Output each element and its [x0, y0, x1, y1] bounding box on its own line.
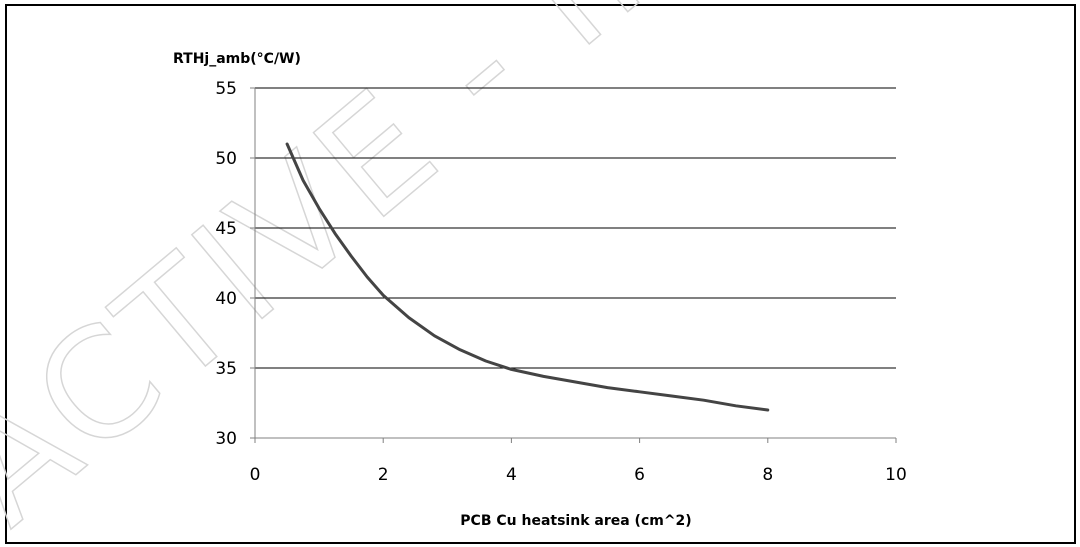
x-axis-title: PCB Cu heatsink area (cm^2)	[460, 513, 691, 529]
x-tick-label-6: 6	[634, 465, 645, 485]
series-line-0	[285, 142, 770, 412]
y-tick-label-30: 30	[215, 429, 237, 449]
y-tick-label-35: 35	[215, 359, 237, 379]
y-tick-label-55: 55	[215, 79, 237, 99]
axes	[250, 87, 897, 443]
x-tick-label-2: 2	[378, 465, 389, 485]
x-tick-label-10: 10	[885, 465, 907, 485]
x-tick-label-0: 0	[250, 465, 261, 485]
y-tick-label-45: 45	[215, 219, 237, 239]
grid-lines	[255, 87, 896, 369]
figure-frame	[5, 4, 1076, 544]
x-tick-label-4: 4	[506, 465, 517, 485]
y-tick-label-50: 50	[215, 149, 237, 169]
tick-labels: 30 35 40 45 50 55 0 2 4 6 8 10	[215, 79, 906, 485]
y-axis-title: RTHj_amb(°C/W)	[173, 51, 301, 67]
series-layer	[285, 142, 770, 412]
x-tick-label-8: 8	[762, 465, 773, 485]
y-tick-label-40: 40	[215, 289, 237, 309]
